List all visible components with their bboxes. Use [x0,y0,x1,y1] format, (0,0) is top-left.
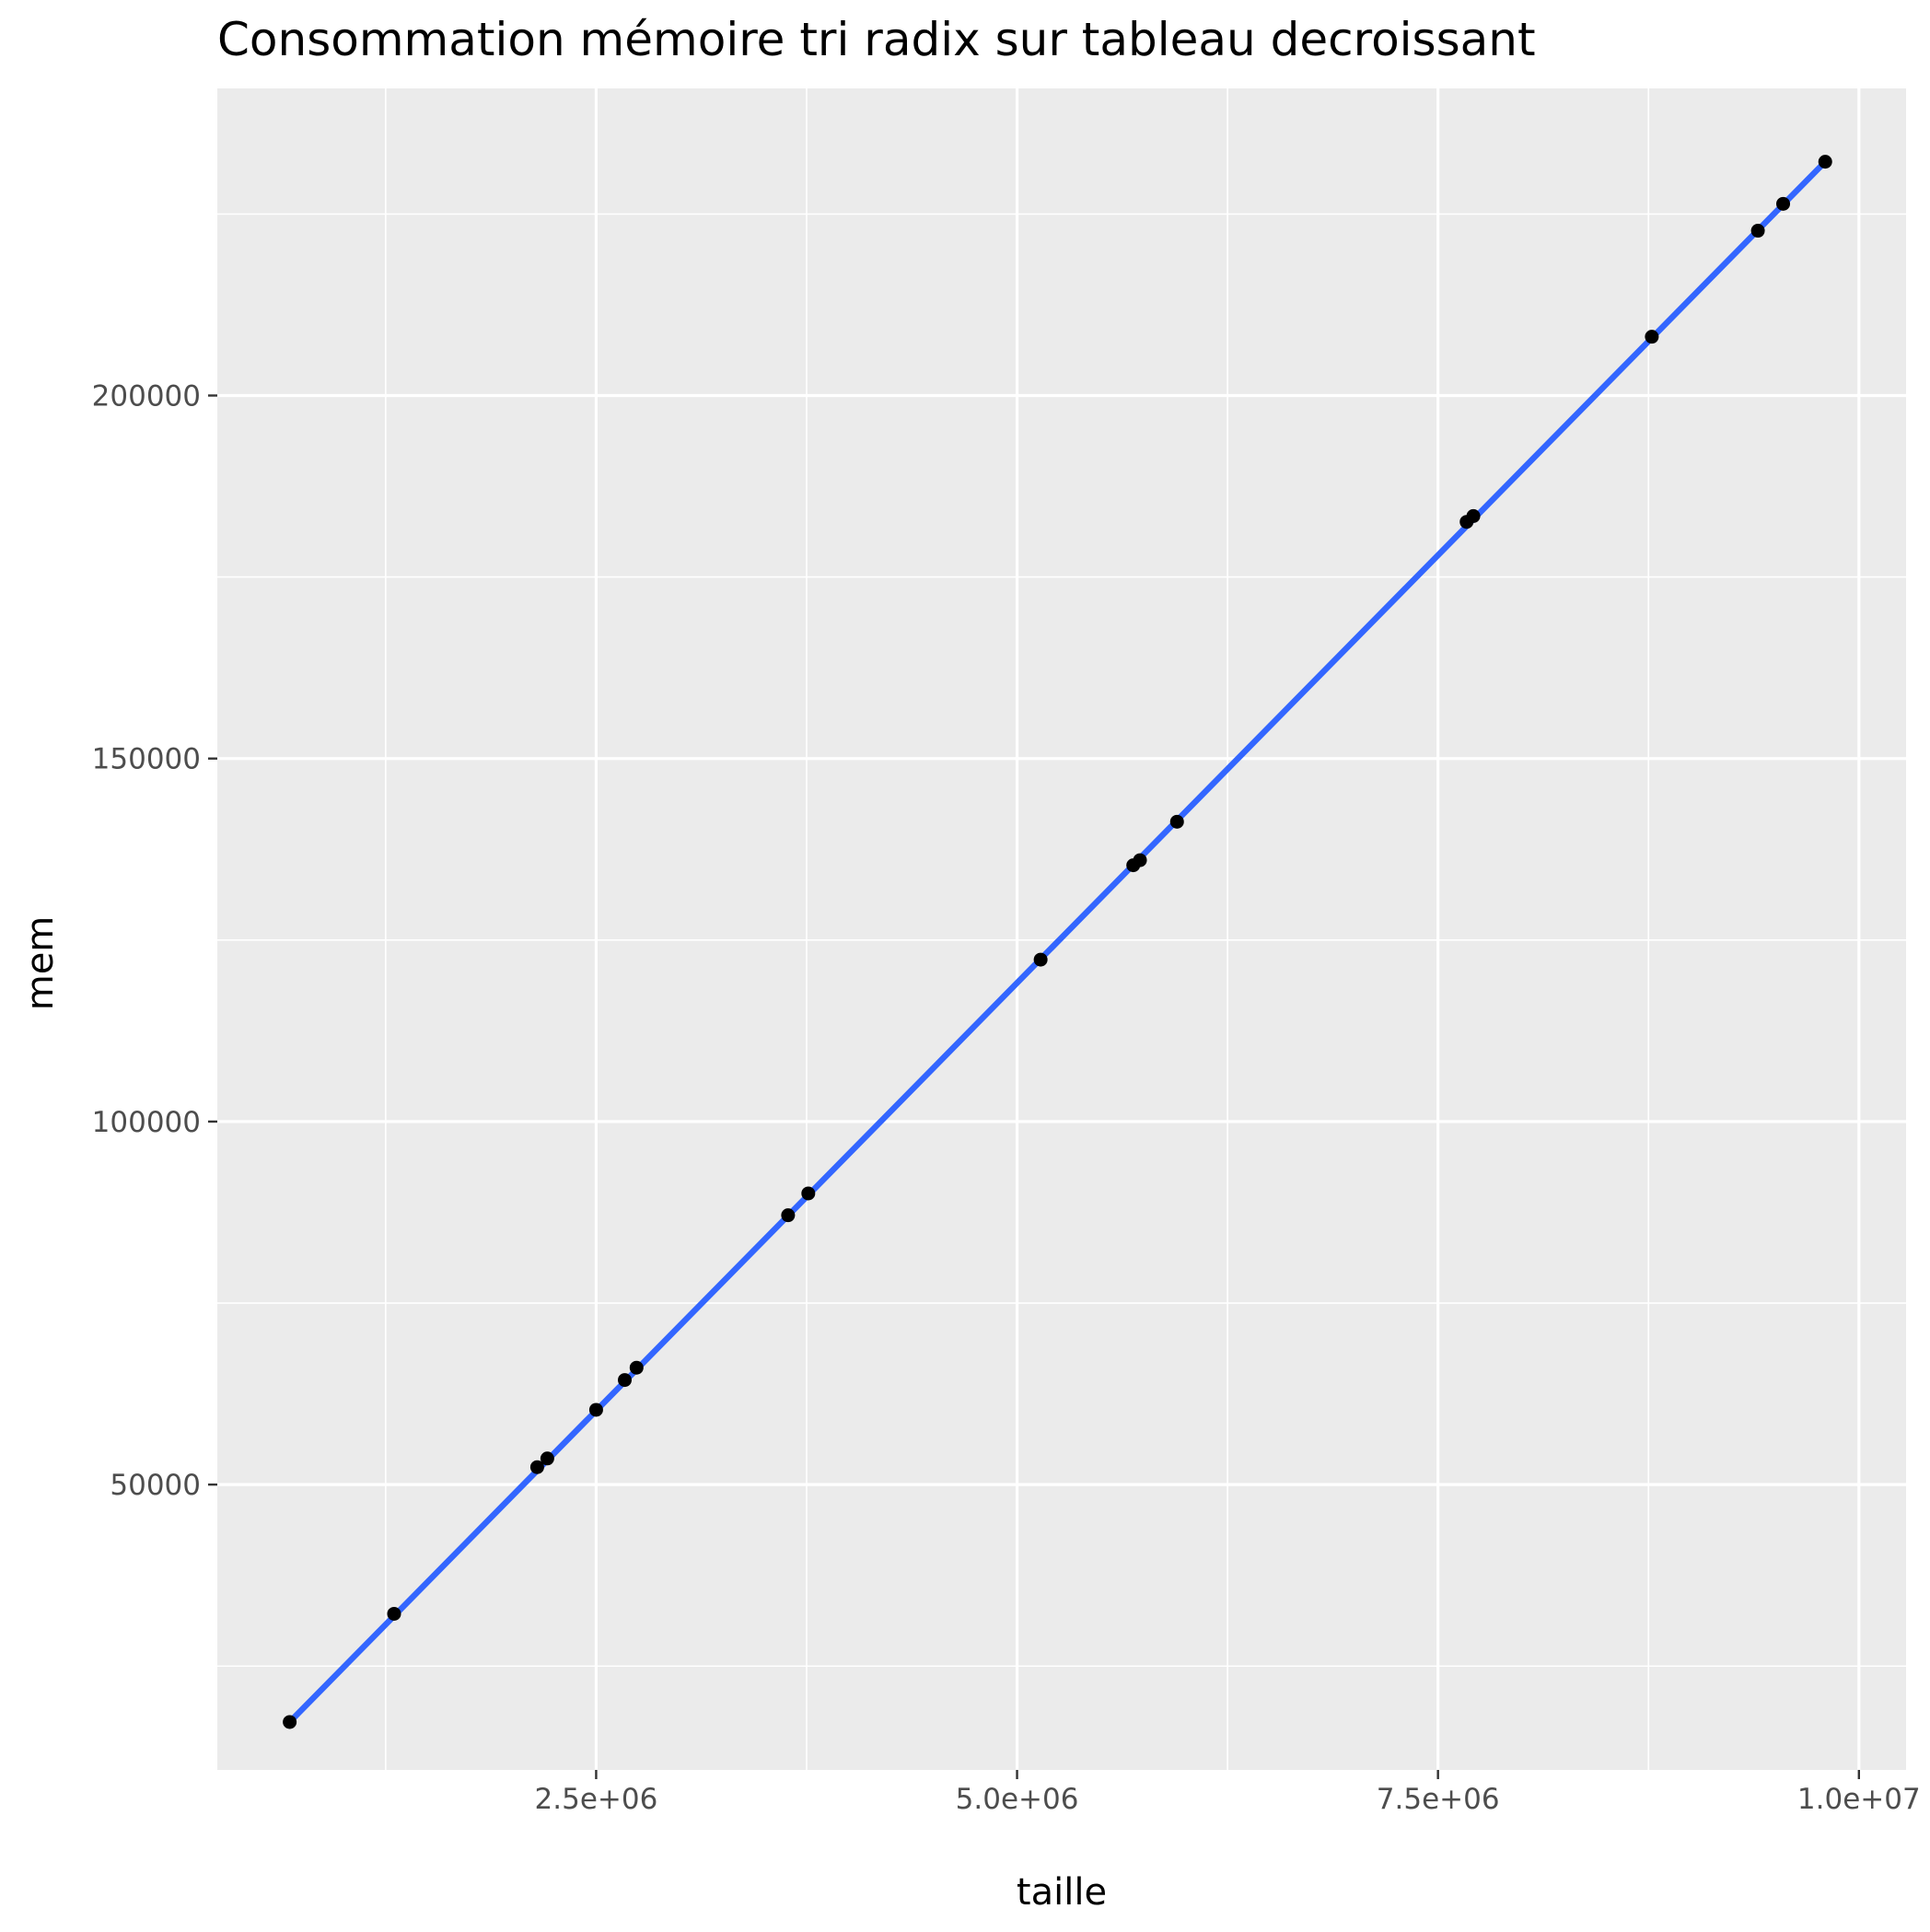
data-point [1169,814,1184,829]
data-point [540,1451,554,1466]
data-point [529,1460,544,1474]
y-tick-label: 150000 [92,743,201,776]
y-axis: 50000 100000 150000 200000 [92,380,217,1502]
data-point [1033,952,1048,967]
x-axis-title: taille [1017,1871,1107,1914]
data-point [1750,224,1765,239]
data-point [1645,330,1659,344]
x-axis: 2.5e+06 5.0e+06 7.5e+06 1.0e+07 [535,1770,1921,1816]
data-point [1776,196,1791,211]
x-tick-label: 5.0e+06 [956,1783,1079,1816]
data-point [1818,155,1832,169]
x-tick-label: 1.0e+07 [1797,1783,1921,1816]
x-tick-label: 2.5e+06 [535,1783,658,1816]
x-tick-label: 7.5e+06 [1377,1783,1500,1816]
data-point [283,1715,297,1729]
data-point [781,1208,796,1223]
y-tick-label: 50000 [110,1469,201,1502]
data-point [588,1402,603,1417]
y-tick-label: 100000 [92,1106,201,1139]
data-point [1466,508,1481,523]
y-axis-title: mem [19,916,62,1011]
minor-grid [217,88,1906,1770]
data-points [283,155,1832,1729]
data-point [618,1373,633,1388]
y-tick-label: 200000 [92,380,201,413]
data-point [629,1360,644,1375]
major-grid [217,88,1906,1770]
data-point [387,1606,401,1621]
data-point [1133,853,1147,867]
chart-title: Consommation mémoire tri radix sur table… [217,13,1536,66]
data-point [801,1186,816,1201]
